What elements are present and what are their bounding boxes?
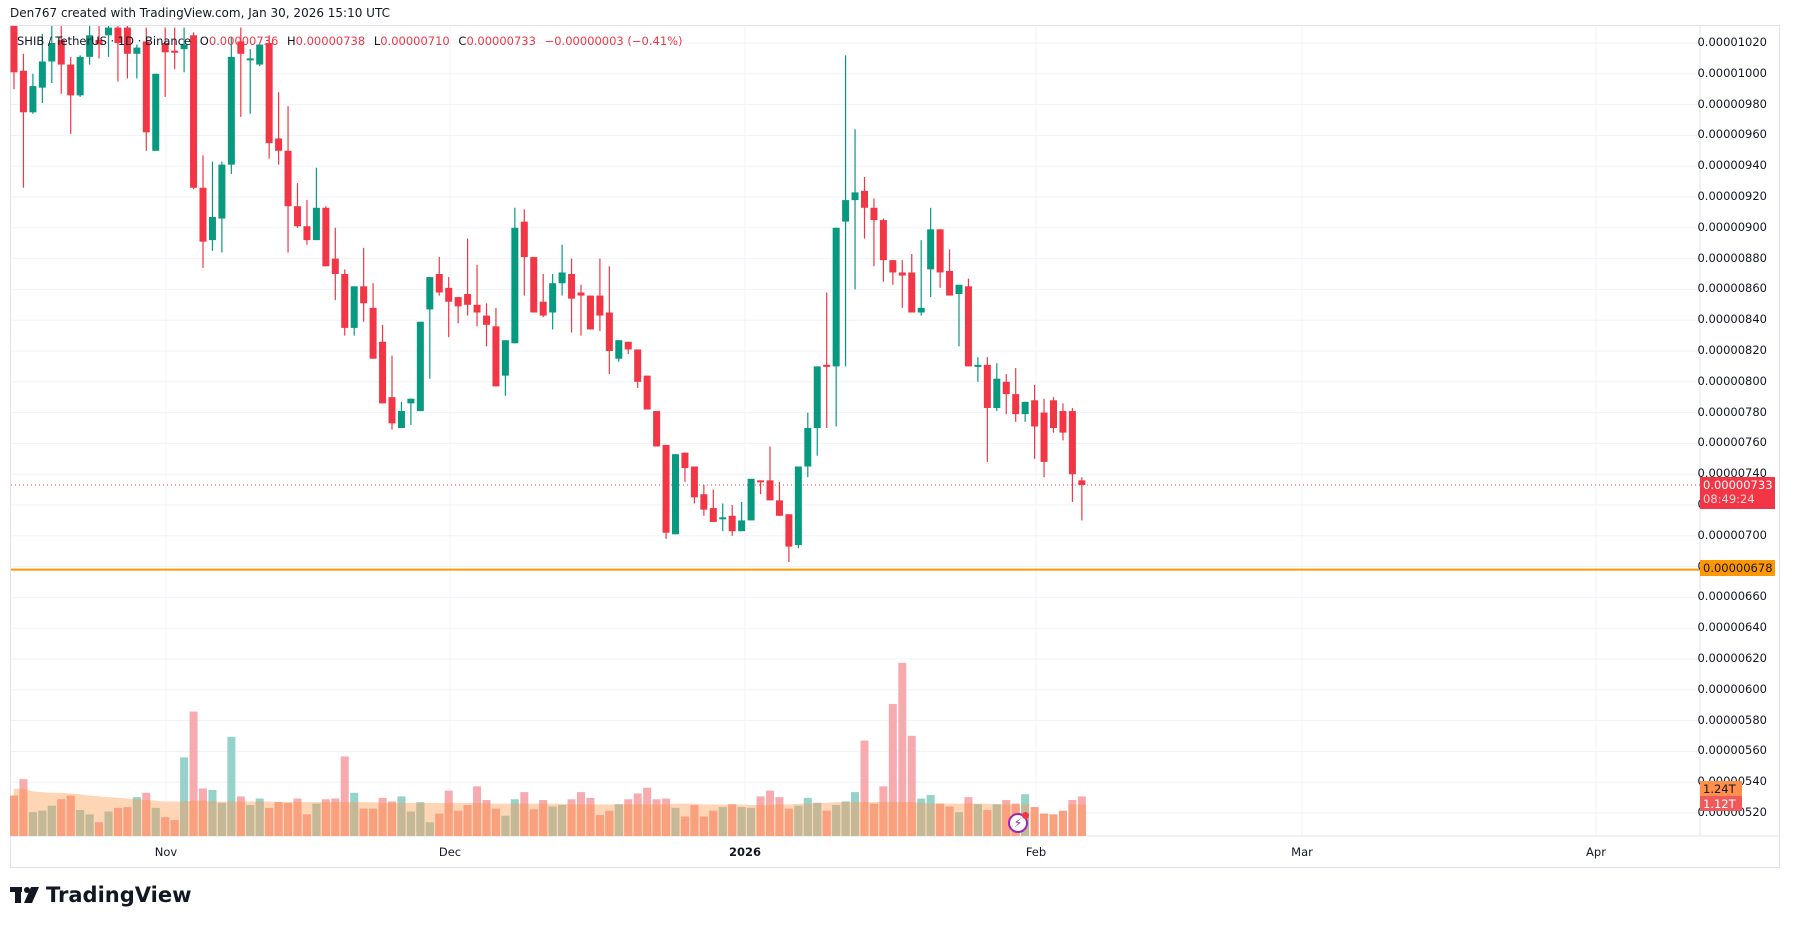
- price-axis-label: 0.00000700: [1697, 527, 1767, 542]
- volume-tag: 1.12T: [1700, 796, 1742, 811]
- change-value: −0.00000003 (−0.41%): [544, 34, 683, 48]
- time-axis-label: Mar: [1291, 845, 1313, 859]
- tradingview-logo-icon: [10, 887, 39, 903]
- price-axis-label: 0.00000740: [1697, 466, 1767, 481]
- time-axis-label: Feb: [1025, 845, 1047, 859]
- last-price-value: 0.00000733: [1703, 478, 1773, 492]
- tradingview-wordmark: TradingView: [46, 883, 192, 907]
- open-label: O: [199, 34, 209, 48]
- price-axis-label: 0.00000620: [1697, 651, 1767, 665]
- price-axis-label: 0.00000980: [1697, 96, 1767, 111]
- price-axis-label: 0.00000580: [1697, 712, 1767, 727]
- price-axis-label: 0.00000780: [1697, 404, 1767, 419]
- price-axis-label: 0.00000800: [1697, 373, 1767, 388]
- close-value: 0.00000733: [466, 34, 536, 48]
- price-axis-label: 0.00000760: [1697, 435, 1767, 450]
- notification-dot: [1022, 812, 1029, 819]
- time-axis-label: 2026: [728, 845, 762, 859]
- price-axis-label: 0.00001020: [1697, 35, 1767, 49]
- low-label: L: [373, 34, 381, 48]
- volume-ma-tag: 1.24T: [1700, 781, 1742, 796]
- time-axis-label: Dec: [438, 845, 462, 859]
- last-price-tag: 0.00000733 08:49:24: [1700, 477, 1775, 509]
- close-label: C: [458, 34, 467, 48]
- price-axis-label: 0.00000900: [1697, 219, 1767, 234]
- time-axis-label: Apr: [1586, 845, 1606, 859]
- time-axis-label: Nov: [154, 845, 178, 859]
- ohlc-legend: SHIB / TetherUS · 1D · Binance O0.000007…: [17, 34, 683, 48]
- level-price-tag: 0.00000678: [1700, 560, 1775, 576]
- low-value: 0.00000710: [380, 34, 450, 48]
- lightning-icon[interactable]: ⚡: [1008, 812, 1029, 833]
- price-axis-label: 0.00000940: [1697, 158, 1767, 173]
- price-axis-label: 0.00001000: [1697, 65, 1767, 80]
- chart-credit: Den767 created with TradingView.com, Jan…: [10, 6, 390, 20]
- tradingview-logo: TradingView: [10, 883, 191, 907]
- chart-frame[interactable]: [10, 25, 1780, 868]
- bar-countdown: 08:49:24: [1703, 492, 1755, 506]
- high-label: H: [286, 34, 296, 48]
- price-axis-label: 0.00000820: [1697, 343, 1767, 357]
- price-axis-label: 0.00000660: [1697, 589, 1767, 604]
- price-axis-label: 0.00000880: [1697, 250, 1767, 265]
- price-axis-label: 0.00000560: [1697, 743, 1767, 758]
- price-axis-label: 0.00000960: [1697, 127, 1767, 142]
- symbol-title[interactable]: SHIB / TetherUS · 1D · Binance: [17, 34, 192, 48]
- high-value: 0.00000738: [295, 34, 366, 48]
- price-axis-label: 0.00000840: [1697, 312, 1767, 327]
- price-axis-label: 0.00000600: [1697, 681, 1767, 696]
- price-axis-label: 0.00000920: [1697, 189, 1767, 203]
- open-value: 0.00000736: [208, 34, 279, 48]
- price-axis-label: 0.00000640: [1697, 620, 1767, 635]
- price-axis-label: 0.00000860: [1697, 281, 1767, 296]
